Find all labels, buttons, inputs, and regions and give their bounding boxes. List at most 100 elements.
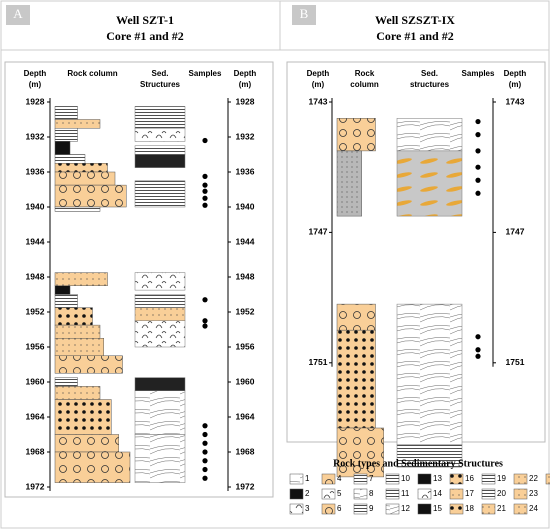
depth-label: 1960 — [26, 376, 45, 386]
legend-swatch — [417, 503, 432, 515]
legend-number: 11 — [401, 489, 410, 498]
depth-label: 1940 — [236, 201, 255, 211]
depth-label: 1932 — [26, 131, 45, 141]
legend-swatch — [513, 503, 528, 515]
legend-number: 10 — [401, 474, 410, 483]
sed-structure — [396, 150, 463, 217]
sample — [475, 190, 481, 196]
legend-number: 3 — [305, 504, 310, 513]
legend-number: 17 — [465, 489, 474, 498]
rock-unit — [336, 150, 362, 217]
depth-label: 1928 — [236, 96, 255, 106]
depth-label: 1956 — [26, 341, 45, 351]
legend-swatch — [481, 488, 496, 500]
sample — [202, 423, 208, 429]
depth-label: 1940 — [26, 201, 45, 211]
legend-swatch — [449, 473, 464, 485]
sample — [475, 132, 481, 138]
sample — [202, 173, 208, 179]
panel-label-box — [292, 5, 316, 25]
legend-swatch — [321, 488, 336, 500]
column-header: Rock — [355, 69, 375, 78]
sample — [202, 137, 208, 144]
rock-unit — [54, 434, 119, 453]
depth-label: 1952 — [26, 306, 45, 316]
column-header: Sed. — [421, 69, 438, 78]
sed-structure — [396, 444, 463, 468]
sed-structure — [134, 307, 186, 321]
column-header: Depth — [24, 69, 47, 78]
sample — [202, 323, 208, 329]
sed-structure — [134, 180, 186, 208]
depth-label: 1928 — [26, 96, 45, 106]
depth-label: 1956 — [236, 341, 255, 351]
panel-label-box — [6, 5, 30, 25]
depth-label: 1743 — [309, 96, 328, 106]
sample — [475, 118, 481, 125]
panel-box — [4, 61, 274, 498]
depth-label: 1952 — [236, 306, 255, 316]
column-header: (m) — [312, 80, 325, 89]
legend-number: 24 — [529, 504, 538, 513]
depth-label: 1932 — [236, 131, 255, 141]
panel-subtitle: Core #1 and #2 — [106, 29, 183, 43]
depth-label: 1964 — [236, 411, 255, 421]
column-header: Depth — [504, 69, 527, 78]
legend-swatch — [353, 503, 368, 515]
rock-unit — [54, 399, 112, 435]
sample — [202, 195, 208, 201]
legend-swatch — [417, 488, 432, 500]
column-header: Structures — [140, 80, 181, 89]
sample — [202, 440, 208, 446]
legend-number: 1 — [305, 474, 310, 483]
rock-unit — [54, 184, 127, 208]
sed-structure — [134, 106, 186, 129]
sample — [475, 148, 481, 154]
depth-label: 1747 — [309, 227, 328, 237]
legend-number: 15 — [433, 504, 442, 513]
legend-number: 7 — [369, 474, 374, 483]
legend-swatch — [353, 488, 368, 500]
legend-swatch — [289, 488, 304, 500]
rock-unit — [54, 119, 101, 129]
sed-structure — [134, 272, 186, 291]
sample — [202, 431, 208, 438]
column-header: column — [350, 80, 379, 89]
rock-unit — [336, 118, 376, 152]
legend-swatch — [449, 488, 464, 500]
column-header: Depth — [307, 69, 330, 78]
legend-number: 21 — [497, 504, 506, 513]
legend-swatch — [513, 488, 528, 500]
sample — [202, 449, 208, 455]
legend-swatch — [385, 473, 400, 485]
depth-label: 1972 — [236, 481, 255, 491]
rock-unit — [336, 303, 376, 331]
rock-unit — [54, 128, 78, 142]
sample — [202, 318, 208, 324]
rock-unit — [54, 163, 108, 173]
rock-unit — [54, 272, 108, 286]
depth-label: 1747 — [506, 227, 525, 237]
legend-swatch — [481, 473, 496, 485]
depth-label: 1944 — [236, 236, 255, 246]
depth-label: 1936 — [236, 166, 255, 176]
rock-unit — [54, 338, 104, 356]
sed-structure — [396, 303, 463, 445]
depth-label: 1743 — [506, 96, 525, 106]
legend-number: 22 — [529, 474, 538, 483]
rock-unit — [54, 324, 101, 339]
legend-number: 6 — [337, 504, 342, 513]
sample — [475, 334, 481, 340]
legend-swatch — [385, 488, 400, 500]
rock-unit — [54, 154, 86, 164]
legend-swatch — [289, 473, 304, 485]
panel-subtitle: Core #1 and #2 — [376, 29, 453, 43]
legend-number: 8 — [369, 489, 374, 498]
sed-structure — [134, 390, 186, 435]
legend-number: 19 — [497, 474, 506, 483]
sed-structure — [134, 154, 186, 168]
rock-unit — [54, 171, 116, 186]
column-header: Sed. — [152, 69, 169, 78]
